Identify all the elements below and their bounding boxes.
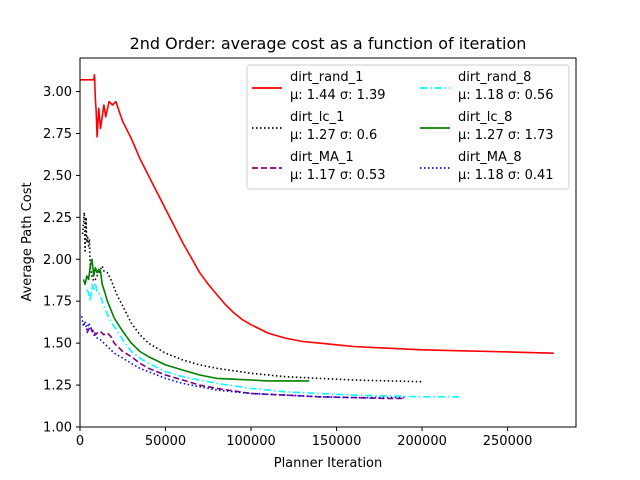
- legend-label: dirt_lc_8: [458, 110, 512, 125]
- legend-item-dirt-lc-1: dirt_lc_1 μ: 1.27 σ: 0.6: [252, 110, 377, 143]
- x-axis-label: Planner Iteration: [274, 456, 383, 471]
- series-layer: [80, 74, 554, 400]
- legend-stats: μ: 1.18 σ: 0.56: [458, 88, 554, 103]
- series-line-dirt-lc-8: [82, 258, 310, 382]
- legend-label: dirt_rand_8: [458, 70, 531, 85]
- y-tick-label: 2.75: [43, 127, 72, 142]
- y-tick-label: 1.50: [43, 337, 72, 352]
- legend-item-dirt-MA-8: dirt_MA_8 μ: 1.18 σ: 0.41: [420, 150, 554, 183]
- chart-title: 2nd Order: average cost as a function of…: [130, 34, 527, 53]
- x-tick-label: 100000: [226, 434, 276, 449]
- y-tick-label: 1.00: [43, 421, 72, 436]
- legend-item-dirt-rand-1: dirt_rand_1 μ: 1.44 σ: 1.39: [252, 70, 386, 103]
- x-tick-label: 50000: [145, 434, 186, 449]
- y-tick-label: 3.00: [43, 85, 72, 100]
- legend-label: dirt_lc_1: [290, 110, 344, 125]
- x-tick-label: 250000: [483, 434, 533, 449]
- y-axis: 1.00 1.25 1.50 1.75 2.00 2.25 2.50 2.75 3.00: [43, 85, 80, 436]
- y-tick-label: 2.50: [43, 169, 72, 184]
- series-line-dirt-MA-1: [86, 325, 405, 400]
- plot-frame: [79, 57, 577, 428]
- legend-label: dirt_rand_1: [290, 70, 363, 85]
- y-tick-label: 2.25: [43, 211, 72, 226]
- legend-item-dirt-rand-8: dirt_rand_8 μ: 1.18 σ: 0.56: [420, 70, 554, 103]
- legend-stats: μ: 1.27 σ: 0.6: [290, 128, 377, 143]
- legend: dirt_rand_1 μ: 1.44 σ: 1.39 dirt_lc_1 μ: 1.…: [246, 64, 570, 190]
- x-tick-label: 200000: [397, 434, 447, 449]
- legend-item-dirt-MA-1: dirt_MA_1 μ: 1.17 σ: 0.53: [252, 150, 386, 183]
- plot-area: [79, 57, 577, 428]
- legend-stats: μ: 1.27 σ: 1.73: [458, 128, 554, 143]
- legend-label: dirt_MA_1: [290, 150, 354, 165]
- x-tick-label: 150000: [312, 434, 362, 449]
- legend-stats: μ: 1.17 σ: 0.53: [290, 168, 386, 183]
- legend-frame: [246, 64, 570, 190]
- y-axis-label: Average Path Cost: [20, 182, 35, 301]
- series-line-dirt-lc-1: [81, 211, 423, 383]
- series-line-dirt-rand-1: [80, 74, 554, 354]
- y-tick-label: 1.75: [43, 295, 72, 310]
- y-tick-label: 2.00: [43, 253, 72, 268]
- x-tick-label: 0: [76, 434, 84, 449]
- legend-label: dirt_MA_8: [458, 150, 522, 165]
- legend-stats: μ: 1.18 σ: 0.41: [458, 168, 554, 183]
- legend-stats: μ: 1.44 σ: 1.39: [290, 88, 386, 103]
- x-axis: 0 50000 100000 150000 200000 250000: [76, 427, 533, 449]
- y-tick-label: 1.25: [43, 379, 72, 394]
- legend-item-dirt-lc-8: dirt_lc_8 μ: 1.27 σ: 1.73: [420, 110, 554, 143]
